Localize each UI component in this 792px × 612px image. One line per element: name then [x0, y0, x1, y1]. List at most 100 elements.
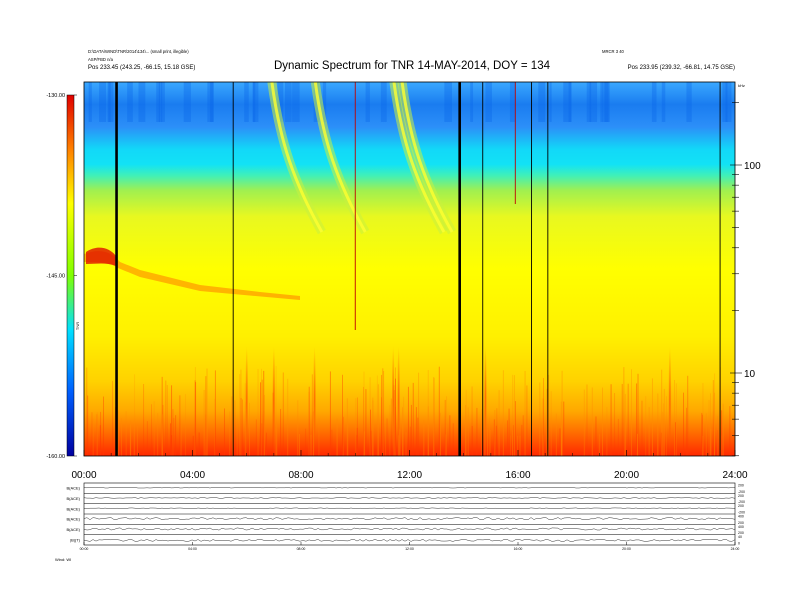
noise-streak [717, 416, 718, 456]
noise-streak [661, 369, 663, 456]
small-panels: B(ACE)200-200B(ACE)200-200B(ACE)200-200B… [66, 482, 745, 551]
spectrogram [84, 82, 735, 456]
noise-streak [91, 412, 93, 456]
early-intense-patch [86, 247, 116, 266]
noise-streak [687, 375, 689, 456]
noise-streak [261, 379, 263, 456]
noise-streak [508, 408, 510, 456]
noise-streak [365, 389, 367, 456]
noise-streak [513, 375, 515, 456]
noise-streak [193, 433, 195, 456]
noise-streak [266, 432, 267, 456]
band-structure [252, 82, 256, 122]
type-iii-burst-core [313, 82, 367, 233]
noise-streak [641, 400, 643, 456]
noise-streak [96, 412, 98, 456]
noise-streak [346, 398, 348, 456]
low-freq-spike [483, 346, 487, 456]
noise-streak [287, 378, 289, 456]
noise-streak [512, 425, 514, 456]
noise-streak [415, 407, 417, 456]
low-freq-spike [313, 346, 317, 456]
noise-streak [173, 417, 175, 456]
noise-streak [606, 407, 608, 456]
panel-right-tick: -200 [738, 490, 745, 494]
panel-right-tick: 400 [738, 515, 744, 519]
time-tick-label: 20:00 [614, 470, 639, 481]
noise-streak [403, 396, 405, 456]
panel-label: |B|(T) [70, 537, 81, 542]
noise-streak [383, 371, 385, 456]
panel-time-label: 24:00 [731, 547, 740, 551]
header-right-line-1: MRCR 3 40 [602, 49, 625, 54]
noise-streak [130, 420, 132, 456]
noise-streak [410, 404, 412, 456]
panel-time-label: 00:00 [80, 547, 89, 551]
noise-streak [467, 407, 469, 456]
noise-streak [517, 435, 518, 456]
panel-label: B(ACE) [66, 517, 80, 522]
panel-trace [83, 497, 736, 499]
noise-streak [494, 410, 496, 456]
frequency-axis: 100 10 [730, 102, 761, 457]
band-structure [444, 82, 452, 122]
band-structure [292, 82, 300, 122]
noise-streak [310, 434, 312, 456]
colorbar-label: TNR [75, 322, 80, 330]
noise-streak [705, 413, 707, 456]
noise-streak [162, 404, 164, 456]
band-structure [485, 82, 492, 122]
noise-streak [305, 428, 307, 456]
noise-streak [427, 406, 429, 456]
panel-trace [83, 539, 736, 542]
noise-streak [240, 369, 242, 456]
time-tick-label: 24:00 [722, 470, 747, 481]
noise-streak [260, 368, 262, 456]
noise-streak [433, 416, 435, 456]
band-structure [602, 82, 609, 122]
band-structure [470, 82, 474, 122]
panel-label: B(ACE) [66, 506, 80, 511]
noise-streak [96, 414, 98, 456]
noise-streak [522, 415, 524, 456]
chart-title: Dynamic Spectrum for TNR 14-MAY-2014, DO… [274, 60, 551, 72]
band-structure [651, 82, 657, 122]
noise-streak [370, 430, 372, 456]
noise-streak [702, 435, 704, 456]
band-structure [549, 82, 552, 122]
noise-streak [172, 420, 174, 456]
noise-streak [636, 383, 638, 456]
noise-streak [382, 419, 384, 456]
noise-streak [370, 409, 371, 456]
band-structure [586, 82, 592, 122]
noise-streak [710, 393, 711, 456]
noise-streak [234, 400, 236, 456]
noise-streak [498, 390, 500, 456]
noise-streak [194, 380, 196, 456]
noise-streak [539, 382, 541, 456]
noise-streak [198, 432, 200, 456]
noise-streak [175, 415, 177, 456]
panel-label: B(ACE) [66, 527, 80, 532]
noise-streak [674, 379, 675, 456]
noise-streak [617, 418, 619, 456]
noise-streak [555, 413, 557, 456]
noise-streak [712, 380, 714, 456]
noise-streak [511, 430, 513, 456]
noise-streak [232, 369, 233, 456]
noise-streak [621, 383, 623, 456]
noise-streak [465, 405, 467, 456]
low-freq-spike [245, 346, 249, 456]
spectrum-texture [84, 82, 732, 456]
noise-streak [205, 414, 207, 456]
noise-streak [686, 407, 687, 456]
noise-streak [214, 370, 216, 456]
noise-streak [666, 396, 667, 456]
noise-streak [171, 435, 172, 456]
noise-streak [308, 386, 310, 456]
band-structure [161, 82, 165, 122]
noise-streak [710, 428, 712, 456]
noise-streak [241, 399, 243, 456]
header-right-line-2: Pos 233.95 (239.32, -66.81, 14.75 GSE) [628, 65, 735, 71]
noise-streak [489, 418, 490, 456]
